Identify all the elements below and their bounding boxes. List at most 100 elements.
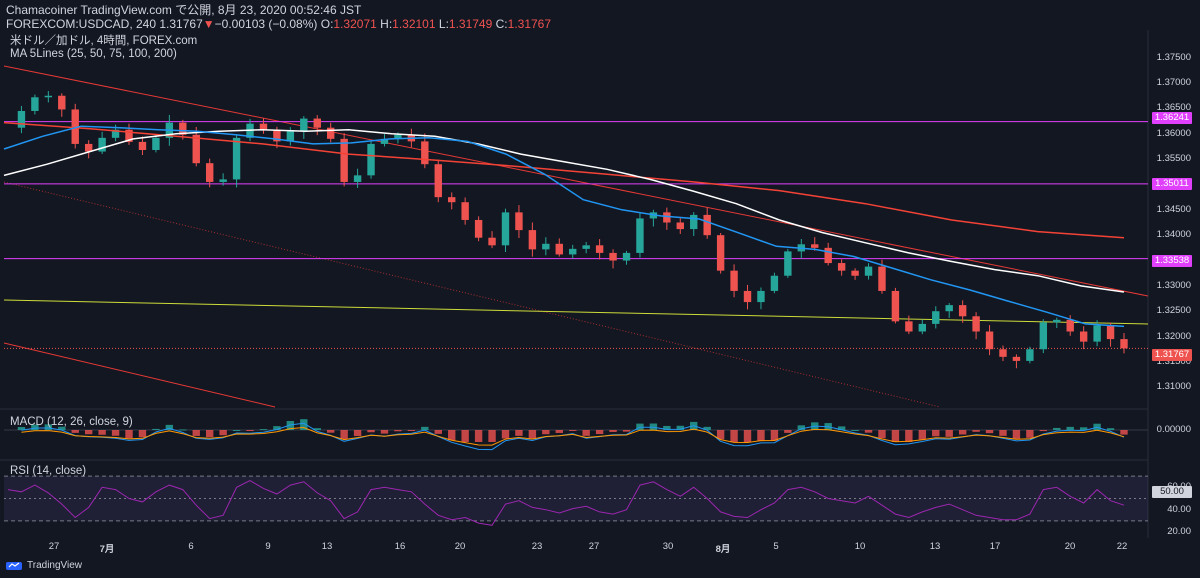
candle-body bbox=[259, 123, 268, 130]
macd-bar bbox=[111, 430, 120, 436]
candle-body bbox=[501, 212, 510, 246]
last-price-tag: 1.31767 bbox=[1152, 349, 1192, 361]
candle-body bbox=[152, 137, 160, 151]
macd-bar bbox=[528, 430, 537, 439]
candle-body bbox=[999, 349, 1007, 357]
y-tick-label: 1.36000 bbox=[1156, 127, 1191, 139]
hline-tag-1: 1.36241 bbox=[1152, 112, 1192, 124]
candle-body bbox=[192, 134, 200, 164]
macd-bar bbox=[394, 430, 402, 432]
x-tick-label: 9 bbox=[265, 541, 271, 552]
x-tick-label: 13 bbox=[321, 541, 333, 552]
candle-body bbox=[232, 137, 241, 180]
tradingview-logo-icon bbox=[6, 561, 22, 570]
macd-bar bbox=[1079, 427, 1088, 430]
macd-bar bbox=[327, 430, 335, 433]
macd-bar bbox=[125, 430, 133, 439]
macd-bar bbox=[1039, 430, 1048, 432]
candle-body bbox=[125, 129, 133, 142]
x-tick-label: 17 bbox=[989, 541, 1001, 552]
candle-body bbox=[905, 321, 913, 332]
y-tick-label: 1.35500 bbox=[1156, 153, 1191, 165]
x-tick-label: 16 bbox=[394, 541, 406, 552]
y-tick-label: 1.33000 bbox=[1156, 279, 1191, 291]
candle-body bbox=[71, 109, 79, 144]
candle-body bbox=[31, 97, 39, 111]
macd-bar bbox=[1012, 430, 1021, 439]
macd-bar bbox=[246, 430, 254, 431]
candle-body bbox=[300, 118, 308, 132]
pair-legend[interactable]: 米ドル／加ドル, 4時間, FOREX.com bbox=[10, 35, 198, 47]
y-tick-label: 1.36500 bbox=[1156, 102, 1191, 114]
symbol: FOREXCOM:USDCAD, 240 bbox=[6, 17, 157, 31]
macd-bar bbox=[380, 430, 389, 434]
candle-body bbox=[179, 122, 187, 135]
trendline-upper bbox=[3, 65, 1149, 297]
macd-bar bbox=[367, 430, 375, 433]
macd-bar bbox=[784, 430, 792, 433]
rsi-tick-label: 20.00 bbox=[1167, 526, 1191, 537]
candle-body bbox=[1012, 356, 1021, 361]
x-tick-label: 13 bbox=[929, 541, 941, 552]
x-tick-label: 22 bbox=[1116, 541, 1128, 552]
rsi-legend[interactable]: RSI (14, close) bbox=[10, 465, 87, 477]
macd-legend[interactable]: MACD (12, 26, close, 9) bbox=[10, 416, 133, 428]
down-arrow-icon: ▼ bbox=[202, 17, 215, 31]
macd-bar bbox=[353, 430, 362, 437]
rsi-mid-tag: 50.00 bbox=[1152, 486, 1192, 498]
candle-body bbox=[1093, 325, 1101, 342]
macd-bar bbox=[622, 430, 631, 432]
candle-body bbox=[690, 214, 698, 230]
y-tick-label: 1.34000 bbox=[1156, 229, 1191, 241]
last-price: 1.31767 bbox=[159, 17, 203, 31]
macd-bar bbox=[407, 430, 416, 431]
candle-body bbox=[757, 290, 765, 303]
candle-body bbox=[1120, 339, 1128, 349]
candle-body bbox=[837, 263, 846, 271]
macd-bar bbox=[232, 430, 241, 431]
footer[interactable]: TradingView bbox=[6, 560, 82, 571]
macd-bar bbox=[488, 430, 496, 442]
macd-bar bbox=[71, 430, 79, 433]
macd-bar bbox=[448, 430, 456, 441]
macd-bar bbox=[716, 430, 725, 440]
macd-bar bbox=[569, 430, 577, 431]
macd-bar bbox=[58, 426, 66, 430]
macd-bar bbox=[703, 426, 711, 430]
x-tick-label: 20 bbox=[1064, 541, 1076, 552]
macd-bar bbox=[932, 430, 940, 437]
candle-body bbox=[327, 127, 335, 139]
y-tick-label: 1.31500 bbox=[1156, 355, 1191, 367]
candle-body bbox=[488, 237, 496, 246]
macd-bar bbox=[851, 430, 859, 431]
x-tick-label: 20 bbox=[454, 541, 466, 552]
macd-bar bbox=[945, 430, 953, 437]
candle-body bbox=[138, 141, 147, 151]
candle-body bbox=[44, 95, 53, 98]
candle-body bbox=[434, 164, 442, 198]
candle-body bbox=[367, 143, 375, 176]
x-tick-label: 6 bbox=[188, 541, 194, 552]
hline-tag-2: 1.35011 bbox=[1152, 178, 1192, 190]
candle-body bbox=[461, 202, 469, 220]
macd-bar bbox=[501, 430, 510, 439]
candle-body bbox=[891, 290, 900, 322]
x-tick-label: 27 bbox=[48, 541, 60, 552]
y-tick-label: 1.32500 bbox=[1156, 305, 1191, 317]
macd-bar bbox=[313, 428, 321, 430]
y-tick-label: 1.31000 bbox=[1156, 381, 1191, 393]
rsi-tick-label: 40.00 bbox=[1167, 503, 1191, 515]
macd-bar bbox=[152, 428, 160, 430]
symbol-line: FOREXCOM:USDCAD, 240 1.31767▼−0.00103 (−… bbox=[6, 17, 551, 31]
candle-body bbox=[273, 129, 281, 142]
candle-body bbox=[636, 218, 644, 253]
candle-body bbox=[542, 243, 550, 250]
macd-bar bbox=[1053, 427, 1061, 430]
candle-body bbox=[663, 212, 671, 223]
high-value: 1.32101 bbox=[392, 17, 436, 31]
candle-body bbox=[784, 251, 792, 276]
candle-body bbox=[958, 305, 967, 317]
ma-legend[interactable]: MA 5Lines (25, 50, 75, 100, 200) bbox=[10, 48, 177, 60]
candle-body bbox=[515, 212, 523, 231]
x-tick-label: 8月 bbox=[715, 544, 731, 555]
